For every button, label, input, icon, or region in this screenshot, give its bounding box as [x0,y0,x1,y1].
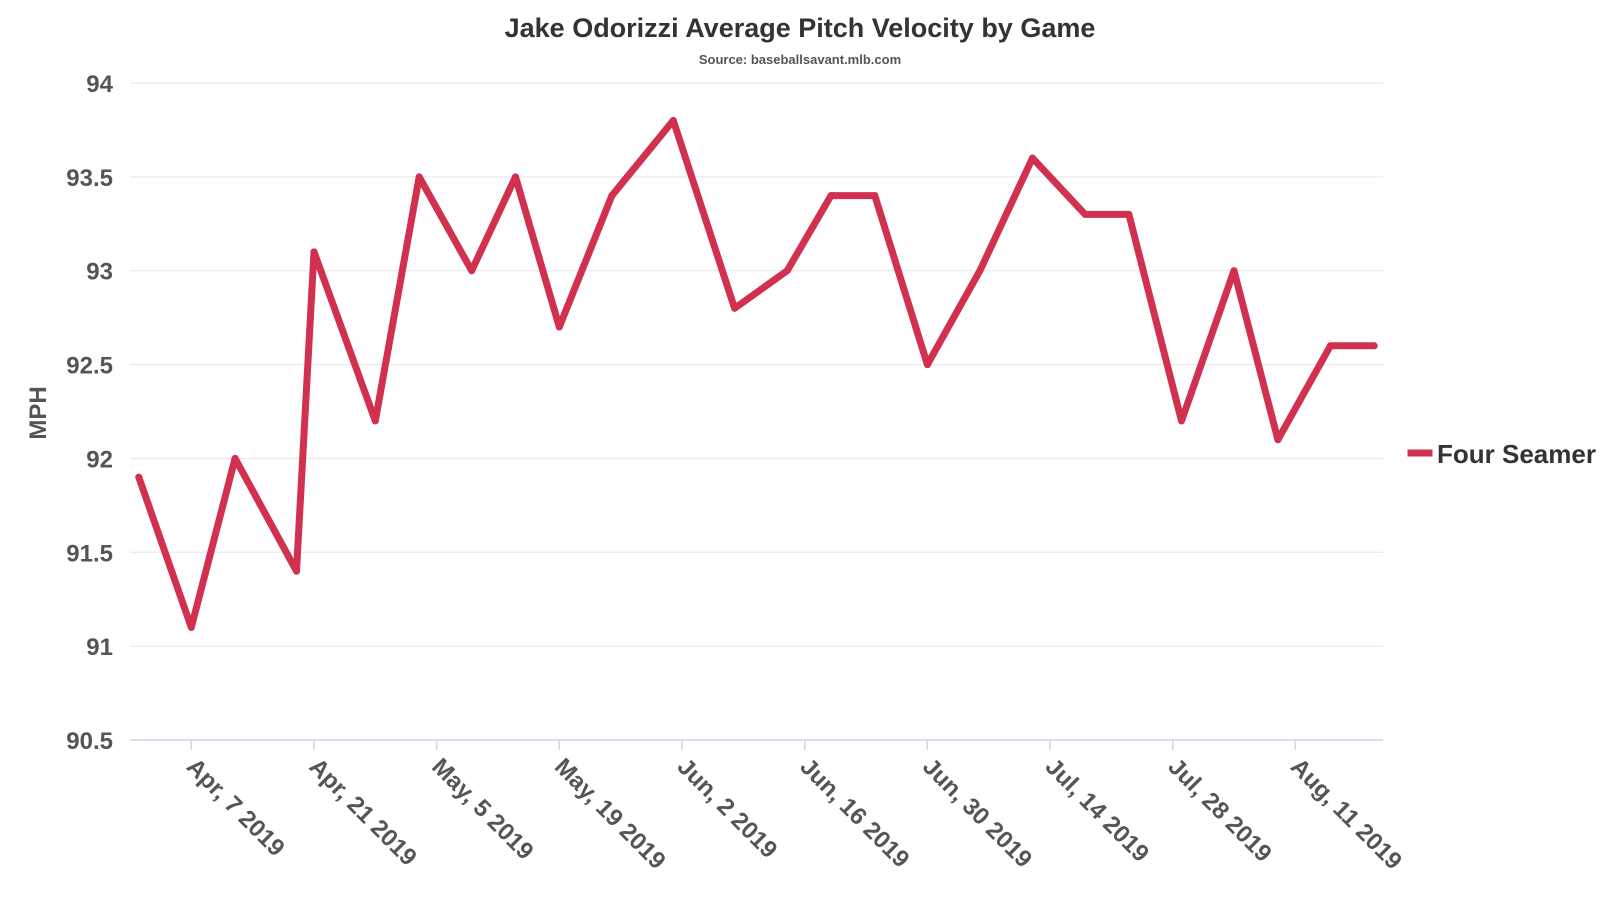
data-point[interactable] [669,117,677,124]
data-point[interactable] [1178,417,1185,425]
series-layer [135,117,1378,631]
y-tick-label: 94 [86,71,113,98]
y-tick-label: 91 [86,634,113,661]
legend[interactable]: Four Seamer [1407,439,1596,469]
x-tick-label: May, 5 2019 [426,753,538,865]
data-point[interactable] [1326,342,1334,350]
x-tick-label: Aug, 11 2019 [1285,753,1407,875]
x-tick-label: Jul, 14 2019 [1040,753,1154,867]
data-point[interactable] [731,304,739,312]
data-point[interactable] [783,267,791,275]
data-point[interactable] [135,473,143,481]
data-point[interactable] [923,361,931,369]
x-axis-ticks: Apr, 7 2019 Apr, 21 2019 May, 5 2019 May, 1… [181,740,1407,875]
data-point[interactable] [187,623,195,631]
data-point[interactable] [1230,267,1238,275]
data-point[interactable] [608,192,616,200]
x-tick-label: Jun, 2 2019 [672,753,783,864]
y-tick-label: 92 [86,446,113,473]
x-tick-label: Jun, 30 2019 [917,753,1037,873]
series-line-four-seamer[interactable] [135,117,1378,631]
data-point[interactable] [1029,154,1036,162]
data-point[interactable] [976,267,984,275]
data-point[interactable] [1370,342,1378,350]
data-point[interactable] [1081,210,1089,218]
chart-subtitle: Source: baseballsavant.mlb.com [699,52,901,67]
y-tick-label: 92.5 [66,353,113,380]
y-axis-ticks: 90.5 91 91.5 92 92.5 93 93.5 94 [66,71,113,755]
data-point[interactable] [512,173,519,181]
data-point[interactable] [871,192,879,200]
data-point[interactable] [827,192,835,200]
legend-item-four-seamer[interactable]: Four Seamer [1437,439,1596,469]
data-point[interactable] [371,417,379,425]
x-tick-label: Jun, 16 2019 [794,753,914,873]
y-tick-label: 93 [86,259,113,286]
y-axis-label: MPH [25,386,52,439]
y-tick-label: 91.5 [66,540,113,567]
chart-title: Jake Odorizzi Average Pitch Velocity by … [505,13,1096,43]
data-point[interactable] [1274,436,1282,444]
data-point[interactable] [415,173,423,181]
data-point[interactable] [231,454,239,462]
y-tick-label: 93.5 [66,165,113,192]
x-tick-label: Apr, 7 2019 [181,753,290,862]
data-point[interactable] [293,567,300,575]
grid-lines [130,82,1383,647]
data-point[interactable] [555,323,563,331]
x-tick-label: Jul, 28 2019 [1162,753,1276,867]
y-tick-label: 90.5 [66,728,113,755]
x-tick-label: May, 19 2019 [549,753,671,875]
data-point[interactable] [1125,210,1133,218]
x-tick-label: Apr, 21 2019 [304,753,422,871]
data-point[interactable] [468,267,476,275]
data-point[interactable] [310,248,318,256]
